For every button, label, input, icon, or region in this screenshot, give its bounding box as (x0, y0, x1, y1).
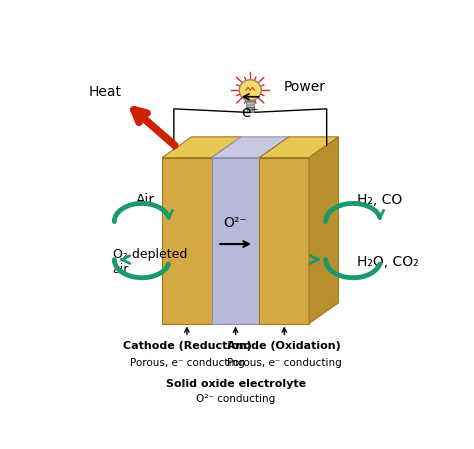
Text: H₂O, CO₂: H₂O, CO₂ (357, 255, 419, 269)
Bar (247, 107, 254, 112)
Text: O₂ depleted
air: O₂ depleted air (112, 248, 187, 276)
Circle shape (239, 80, 261, 101)
Text: Solid oxide electrolyte: Solid oxide electrolyte (165, 379, 306, 389)
Polygon shape (259, 158, 309, 324)
Text: Heat: Heat (89, 85, 122, 99)
Polygon shape (212, 158, 259, 324)
Polygon shape (212, 137, 289, 158)
Text: Cathode (Reduction): Cathode (Reduction) (123, 341, 251, 351)
Text: O²⁻: O²⁻ (224, 216, 247, 230)
Text: Air: Air (136, 193, 155, 207)
Text: Anode (Oxidation): Anode (Oxidation) (228, 341, 341, 351)
Text: Porous, e⁻ conducting: Porous, e⁻ conducting (227, 358, 342, 368)
Text: O²⁻ conducting: O²⁻ conducting (196, 394, 275, 405)
Polygon shape (162, 137, 241, 158)
Text: Power: Power (283, 80, 325, 94)
Polygon shape (309, 137, 338, 324)
Text: H₂, CO: H₂, CO (357, 193, 402, 207)
Polygon shape (259, 137, 338, 158)
Polygon shape (162, 158, 212, 324)
Text: Porous, e⁻ conducting: Porous, e⁻ conducting (129, 358, 244, 368)
Bar (246, 101, 255, 107)
Text: e⁻: e⁻ (242, 106, 259, 120)
